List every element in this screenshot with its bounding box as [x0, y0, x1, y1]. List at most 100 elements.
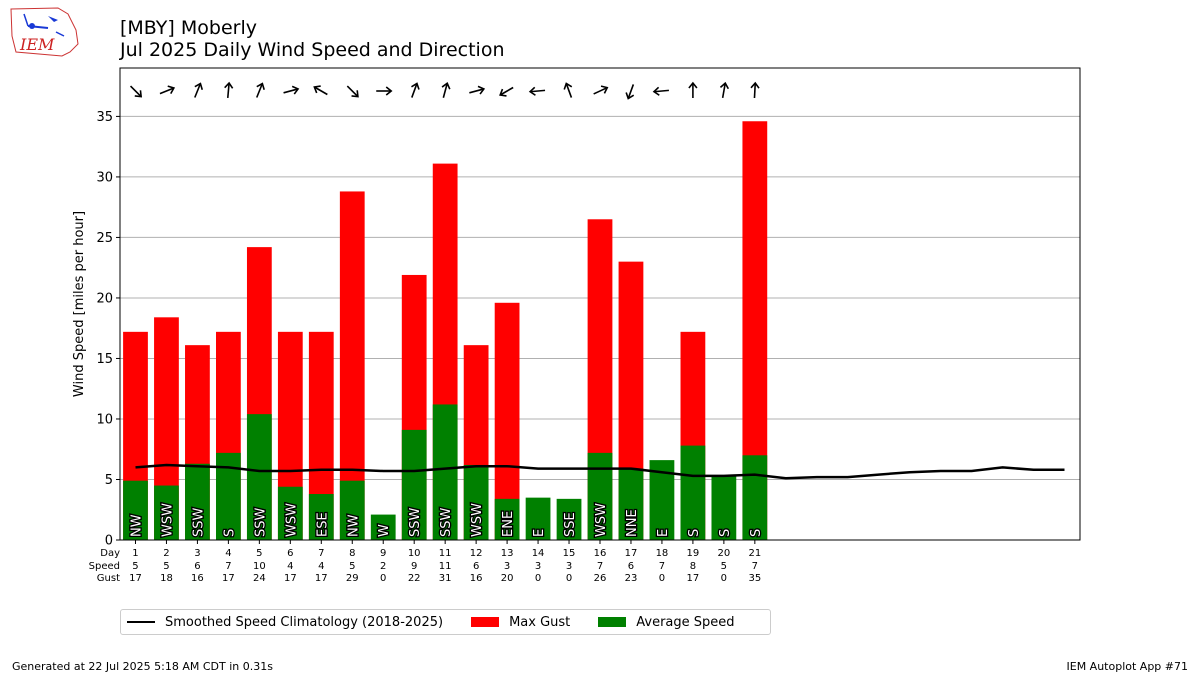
avg-bar — [246, 414, 272, 540]
wind-arrow-shaft — [565, 84, 573, 98]
x-table-value: 16 — [594, 548, 607, 559]
wind-arrow-shaft — [593, 87, 607, 95]
wind-arrow — [224, 81, 234, 99]
wind-arrow-shaft — [346, 85, 358, 97]
wind-arrow-head — [625, 92, 635, 100]
wind-arrow-shaft — [314, 86, 328, 96]
direction-label: SSW — [253, 507, 268, 537]
wind-arrow-shaft — [283, 88, 298, 94]
legend-swatch-max-gust — [471, 617, 500, 627]
x-table-value: 3 — [535, 561, 541, 572]
x-table-value: 0 — [721, 573, 727, 584]
avg-bar — [556, 498, 582, 540]
x-table-value: 6 — [628, 561, 634, 572]
wind-arrow-head — [477, 85, 486, 95]
direction-label: NW — [129, 514, 144, 537]
logo-text: IEM — [19, 35, 55, 54]
wind-arrow-head — [441, 82, 451, 90]
direction-label: S — [749, 529, 764, 537]
x-table-value: 26 — [594, 573, 607, 584]
footer-app: IEM Autoplot App #71 — [1066, 660, 1189, 673]
x-table-value: 5 — [721, 561, 727, 572]
wind-arrow — [129, 85, 143, 98]
x-table-value: 24 — [253, 573, 266, 584]
direction-label: NW — [346, 514, 361, 537]
direction-label: ESE — [315, 512, 330, 537]
x-table-value: 0 — [659, 573, 665, 584]
direction-label: SSE — [563, 512, 578, 537]
x-table-value: 31 — [439, 573, 452, 584]
direction-label: ENE — [501, 511, 516, 537]
wind-arrow — [313, 85, 328, 96]
legend-item-climatology: Smoothed Speed Climatology (2018-2025) — [127, 615, 443, 630]
x-table-value: 22 — [408, 573, 421, 584]
x-table-value: 5 — [132, 561, 138, 572]
wind-arrow-shaft — [531, 89, 546, 93]
wind-arrow-shaft — [159, 87, 174, 95]
wind-arrow-head — [600, 85, 609, 94]
wind-arrow — [499, 86, 514, 97]
x-table-value: 1 — [132, 548, 138, 559]
wind-arrow — [563, 82, 573, 98]
direction-label: SSW — [191, 507, 206, 537]
chart-title-station: [MBY] Moberly — [120, 17, 257, 39]
row-label-speed: Speed — [89, 561, 120, 572]
wind-arrow — [441, 82, 451, 98]
x-table-value: 4 — [225, 548, 231, 559]
bars — [123, 121, 768, 541]
x-table-value: 10 — [253, 561, 266, 572]
direction-label: WSW — [594, 503, 609, 537]
wind-arrow — [346, 85, 359, 98]
avg-bar — [680, 445, 706, 540]
wind-arrow-head — [351, 90, 359, 98]
legend-swatch-average-speed — [598, 617, 627, 627]
x-table-value: 16 — [191, 573, 204, 584]
legend-item-max-gust: Max Gust — [471, 615, 570, 630]
wind-arrow-head — [719, 81, 730, 90]
x-table-value: 7 — [597, 561, 603, 572]
direction-label: S — [687, 529, 702, 537]
x-table-value: 10 — [408, 548, 421, 559]
y-tick-label: 0 — [105, 534, 113, 549]
wind-arrow — [376, 86, 393, 96]
x-table-value: 4 — [318, 561, 324, 572]
x-table-value: 7 — [225, 561, 231, 572]
direction-label: SSW — [408, 507, 423, 537]
x-table-value: 17 — [129, 573, 142, 584]
wind-arrow-shaft — [411, 84, 418, 98]
wind-arrow — [159, 85, 176, 95]
x-table-value: 17 — [315, 573, 328, 584]
x-table-value: 20 — [501, 573, 514, 584]
direction-label: WSW — [284, 503, 299, 537]
x-table-value: 15 — [563, 548, 576, 559]
x-table-value: 6 — [194, 561, 200, 572]
wind-arrow-head — [134, 90, 143, 98]
avg-bar — [494, 498, 520, 540]
y-tick-label: 15 — [96, 352, 113, 367]
avg-bar — [432, 404, 458, 540]
wind-arrow — [528, 86, 546, 96]
y-tick-label: 25 — [96, 231, 113, 246]
y-tick-label: 30 — [96, 170, 113, 185]
wind-arrow — [194, 82, 204, 98]
legend-label-max-gust: Max Gust — [509, 614, 571, 630]
wind-arrow — [719, 81, 730, 99]
x-table-value: 11 — [439, 561, 452, 572]
x-table-value: 9 — [380, 548, 386, 559]
footer-generated: Generated at 22 Jul 2025 5:18 AM CDT in … — [12, 660, 273, 673]
x-axis-table: DaySpeedGust1517251836164717510246417741… — [89, 540, 761, 584]
x-table-value: 17 — [222, 573, 235, 584]
wind-arrow-shaft — [654, 89, 669, 93]
x-table-value: 0 — [380, 573, 386, 584]
chart-title-period: Jul 2025 Daily Wind Speed and Direction — [120, 39, 505, 61]
wind-arrow-shaft — [627, 84, 635, 98]
iem-logo: IEM — [10, 7, 79, 57]
x-table-value: 7 — [752, 561, 758, 572]
x-table-value: 0 — [566, 573, 572, 584]
wind-arrow-shaft — [469, 88, 484, 94]
wind-arrow-head — [563, 82, 573, 90]
wind-arrow — [652, 86, 669, 96]
x-table-value: 11 — [439, 548, 452, 559]
x-table-value: 9 — [411, 561, 417, 572]
y-tick-label: 10 — [96, 412, 113, 427]
